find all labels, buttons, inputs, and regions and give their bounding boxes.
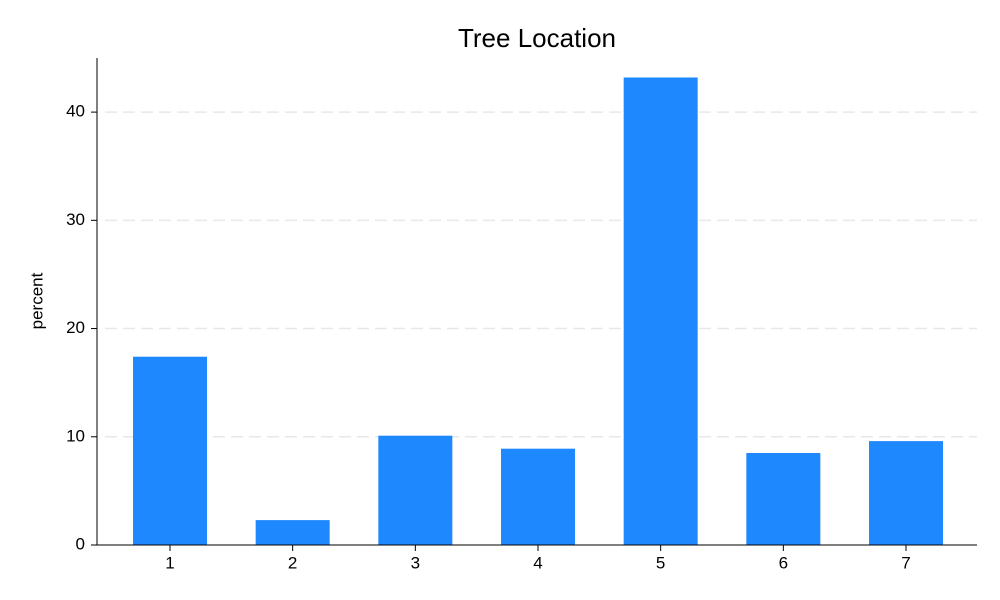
x-tick-label: 3 [411,553,420,572]
bar [133,356,207,545]
y-tick-label: 10 [66,426,85,445]
bar [378,435,453,545]
chart-title: Tree Location [458,23,616,53]
x-tick-label: 5 [656,553,665,572]
y-tick-label: 30 [66,210,85,229]
y-tick-label: 40 [66,102,85,121]
bar [746,453,821,545]
x-tick-label: 6 [779,553,788,572]
x-tick-label: 2 [288,553,297,572]
x-tick-label: 4 [533,553,542,572]
y-axis-label: percent [27,272,46,329]
y-tick-label: 20 [66,318,85,337]
x-tick-label: 1 [165,553,174,572]
bar [255,520,330,545]
bar [623,77,698,545]
x-tick-label: 7 [901,553,910,572]
bar [869,441,943,545]
bar [501,448,575,545]
y-tick-label: 0 [76,534,85,553]
